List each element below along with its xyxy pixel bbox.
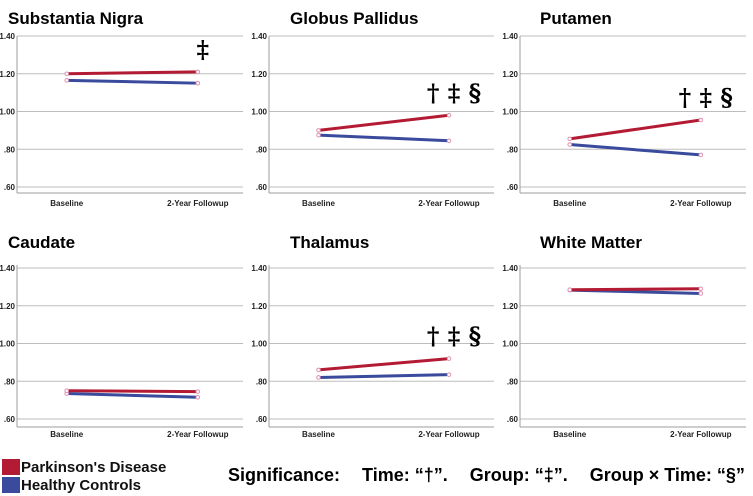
p2-series-pd-line <box>317 113 451 132</box>
p2-series-hc-point <box>316 132 321 138</box>
p2-series-hc-line <box>317 133 451 143</box>
p1-ytick-label: 1.20 <box>0 70 16 79</box>
p1-xtick-label: 2-Year Followup <box>167 199 228 208</box>
p5-ytick-label: 1.20 <box>251 302 267 311</box>
p6-series-pd-line <box>568 287 703 292</box>
p4-title: Caudate <box>8 233 75 252</box>
p4-ytick-label: 1.20 <box>0 302 16 311</box>
p3-series-hc-point <box>698 152 704 158</box>
p2-ytick-label: 1.40 <box>251 32 267 41</box>
p5-series-pd-point <box>316 367 321 373</box>
p3-series-hc-point <box>567 142 573 147</box>
p2-series-hc-point <box>446 138 452 144</box>
p3-ytick-label: 1.40 <box>502 32 518 41</box>
p6-xtick-label: Baseline <box>553 430 586 439</box>
p1-xtick-label: Baseline <box>50 199 83 208</box>
p6-title: White Matter <box>540 233 642 252</box>
p4-xtick-label: Baseline <box>50 430 83 439</box>
p1-series-hc-point <box>195 80 201 86</box>
p3-xtick-label: Baseline <box>553 199 586 208</box>
significance-time: Time: “†”. <box>362 465 448 485</box>
p1-ytick-label: .80 <box>4 145 16 154</box>
significance-interaction: Group × Time: “§” <box>589 465 745 485</box>
p6-ytick-label: .80 <box>507 377 519 386</box>
p2-ytick-label: .80 <box>256 145 268 154</box>
p5-ytick-label: .60 <box>256 415 268 424</box>
p2-ytick-label: 1.00 <box>251 108 267 117</box>
p5-series-hc-point <box>316 375 321 380</box>
p4-series-pd-point <box>195 389 201 394</box>
p2-significance: † ‡ § <box>427 78 481 107</box>
p5-title: Thalamus <box>290 233 369 252</box>
p1-series-pd-line <box>65 70 200 76</box>
p4-ytick-label: 1.40 <box>0 264 16 273</box>
p5-ytick-label: 1.00 <box>251 340 267 349</box>
p3-series-pd-point <box>698 117 704 123</box>
p3-ytick-label: .80 <box>507 145 519 154</box>
p3-ytick-label: 1.00 <box>502 108 518 117</box>
legend-swatch-hc <box>2 477 20 493</box>
p4-series-pd-point <box>64 388 70 393</box>
p6-series-pd-point <box>567 287 573 293</box>
significance-group: Group: “‡”. <box>469 465 568 485</box>
p1-title: Substantia Nigra <box>8 9 144 28</box>
p2-ytick-label: 1.20 <box>251 70 267 79</box>
p2-series-pd-point <box>316 128 321 133</box>
p5-xtick-label: 2-Year Followup <box>418 430 479 439</box>
p1-ytick-label: .60 <box>4 183 16 192</box>
p5-series-pd-line <box>317 357 451 372</box>
legend-label-pd: Parkinson's Disease <box>21 458 167 476</box>
p3-xtick-label: 2-Year Followup <box>670 199 731 208</box>
p1-significance: ‡ <box>197 35 210 64</box>
p3-series-pd-line <box>568 118 703 141</box>
p4-xtick-label: 2-Year Followup <box>167 430 228 439</box>
significance-label: Significance: <box>228 465 341 485</box>
p6-ytick-label: .60 <box>507 415 519 424</box>
p4-ytick-label: 1.00 <box>0 340 16 349</box>
legend: Parkinson's Disease Healthy Controls <box>0 458 166 494</box>
p5-significance: † ‡ § <box>427 322 481 351</box>
p1-ytick-label: 1.00 <box>0 108 16 117</box>
p5-series-pd-point <box>446 356 452 361</box>
p4-ytick-label: .60 <box>4 415 16 424</box>
p6-series-hc-point <box>698 291 704 296</box>
p3-ytick-label: 1.20 <box>502 70 518 79</box>
p3-series-pd-point <box>567 136 573 142</box>
p2-title: Globus Pallidus <box>290 9 418 28</box>
p1-series-hc-line <box>65 78 200 85</box>
legend-item-hc: Healthy Controls <box>0 476 166 494</box>
p5-series-hc-line <box>317 373 451 379</box>
legend-swatch-pd <box>2 459 20 475</box>
p1-series-hc-point <box>64 78 70 83</box>
p6-ytick-label: 1.40 <box>502 264 518 273</box>
p1-series-pd-point <box>195 69 201 75</box>
p5-xtick-label: Baseline <box>302 430 335 439</box>
p2-xtick-label: 2-Year Followup <box>418 199 479 208</box>
legend-label-hc: Healthy Controls <box>21 476 142 494</box>
p6-series-pd-point <box>698 286 704 292</box>
p3-significance: † ‡ § <box>679 83 733 112</box>
p6-ytick-label: 1.00 <box>502 340 518 349</box>
p3-series-hc-line <box>568 143 703 157</box>
p3-ytick-label: .60 <box>507 183 519 192</box>
significance-note: Significance: Time: “†”. Group: “‡”. Gro… <box>228 465 745 486</box>
legend-item-pd: Parkinson's Disease <box>0 458 166 476</box>
p5-series-hc-point <box>446 372 452 377</box>
p4-series-pd-line <box>65 389 200 394</box>
p5-ytick-label: .80 <box>256 377 268 386</box>
p2-ytick-label: .60 <box>256 183 268 192</box>
p2-xtick-label: Baseline <box>302 199 335 208</box>
p4-ytick-label: .80 <box>4 377 16 386</box>
p4-series-hc-line <box>65 392 200 399</box>
p5-ytick-label: 1.40 <box>251 264 267 273</box>
p2-series-pd-point <box>446 112 452 118</box>
p6-xtick-label: 2-Year Followup <box>670 430 731 439</box>
p3-title: Putamen <box>540 9 612 28</box>
p4-series-hc-point <box>195 394 201 400</box>
p1-series-pd-point <box>64 71 70 77</box>
p1-ytick-label: 1.40 <box>0 32 16 41</box>
p6-ytick-label: 1.20 <box>502 302 518 311</box>
